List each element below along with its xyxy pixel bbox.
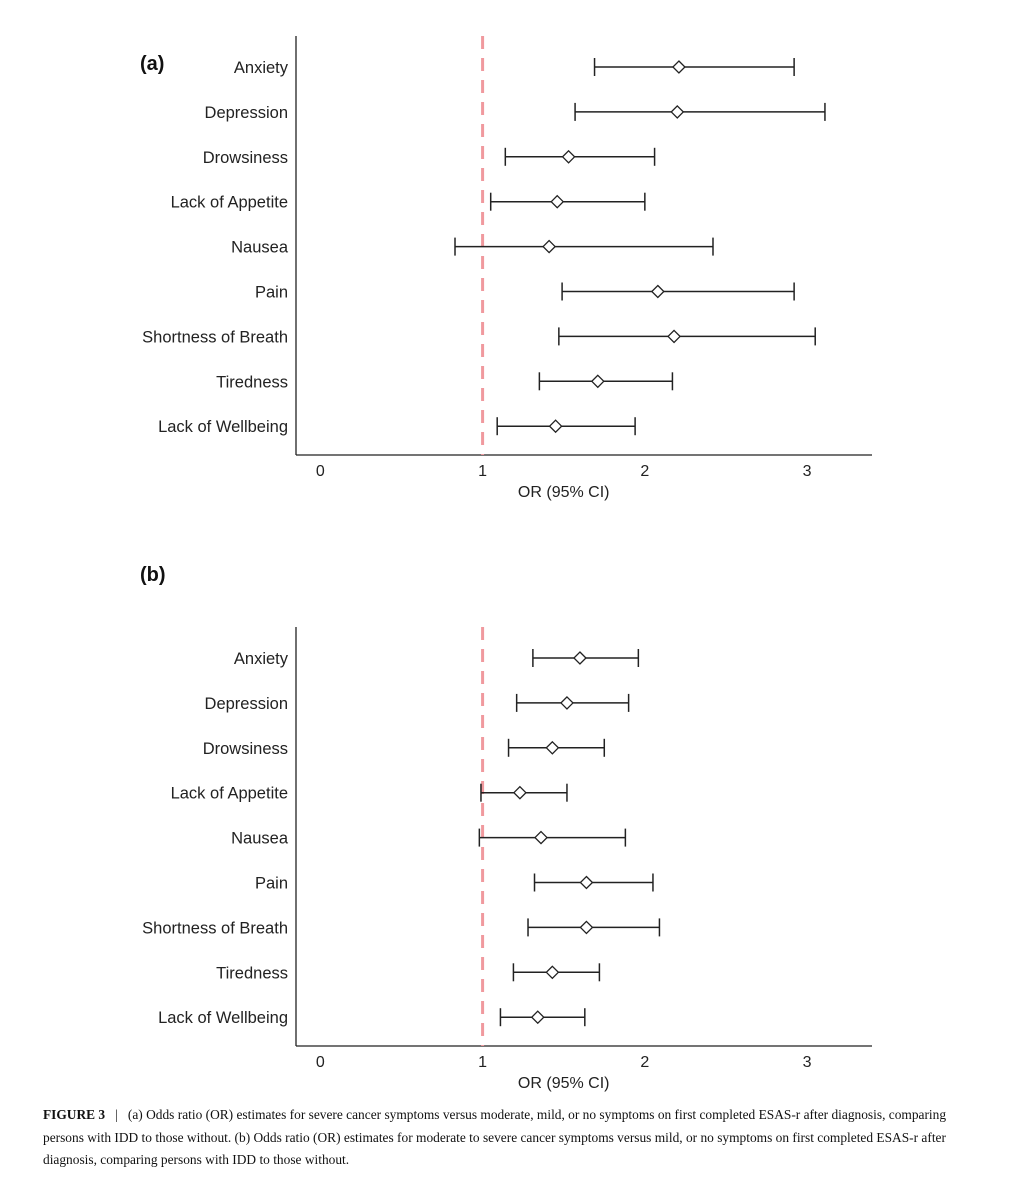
estimate-diamond [650,284,665,299]
category-label: Lack of Appetite [171,785,288,803]
category-label: Tiredness [216,373,288,391]
category-label: Depression [205,695,288,713]
x-axis-title: OR (95% CI) [518,1075,610,1092]
estimate-diamond [573,651,587,665]
estimate-diamond [545,740,560,755]
estimate-diamond [590,374,605,389]
estimate-diamond [670,104,685,119]
category-label: Lack of Wellbeing [158,1009,288,1027]
estimate-diamond [671,60,686,74]
category-label: Pain [255,284,288,302]
estimate-diamond [542,239,557,254]
category-label: Tiredness [216,964,288,982]
x-tick-label: 3 [803,463,812,480]
panel-label: (b) [140,564,166,586]
category-label: Shortness of Breath [142,919,288,937]
category-label: Depression [205,104,288,122]
estimate-diamond [561,149,576,164]
estimate-diamond [545,965,560,980]
estimate-diamond [530,1010,545,1025]
estimate-diamond [548,419,563,434]
x-axis-title: OR (95% CI) [518,484,610,501]
category-label: Nausea [231,830,289,848]
x-tick-label: 1 [478,463,487,480]
caption-text: (a) Odds ratio (OR) estimates for severe… [43,1107,947,1167]
x-tick-label: 0 [316,463,325,480]
category-label: Lack of Appetite [171,194,288,212]
estimate-diamond [550,194,565,209]
estimate-diamond [579,920,594,935]
estimate-diamond [512,785,527,800]
category-label: Anxiety [234,650,289,668]
x-tick-label: 2 [640,463,649,480]
figure-caption: FIGURE 3 | (a) Odds ratio (OR) estimates… [43,1104,973,1172]
panel-a: (a) 0 1 2 3 OR (95% CI) Anxiety Depression Drows… [140,36,872,501]
category-label: Drowsiness [203,149,288,167]
category-label: Lack of Wellbeing [158,418,288,436]
figure-tag: FIGURE 3 [43,1107,106,1122]
x-tick-label: 0 [316,1054,325,1071]
panel-b: (b) 0 1 2 3 OR (95% CI) Anxiety Depression Drows… [140,564,872,1092]
x-tick-label: 3 [803,1054,812,1071]
category-label: Drowsiness [203,740,288,758]
x-tick-label: 1 [478,1054,487,1071]
category-label: Shortness of Breath [142,328,288,346]
x-tick-label: 2 [640,1054,649,1071]
estimate-diamond [560,695,574,710]
estimate-diamond [534,830,548,845]
category-label: Anxiety [234,59,289,77]
panel-label: (a) [140,53,164,75]
category-label: Pain [255,875,288,893]
estimate-diamond [667,329,681,344]
category-label: Nausea [231,239,289,257]
estimate-diamond [579,875,594,890]
caption-separator: | [115,1107,118,1122]
